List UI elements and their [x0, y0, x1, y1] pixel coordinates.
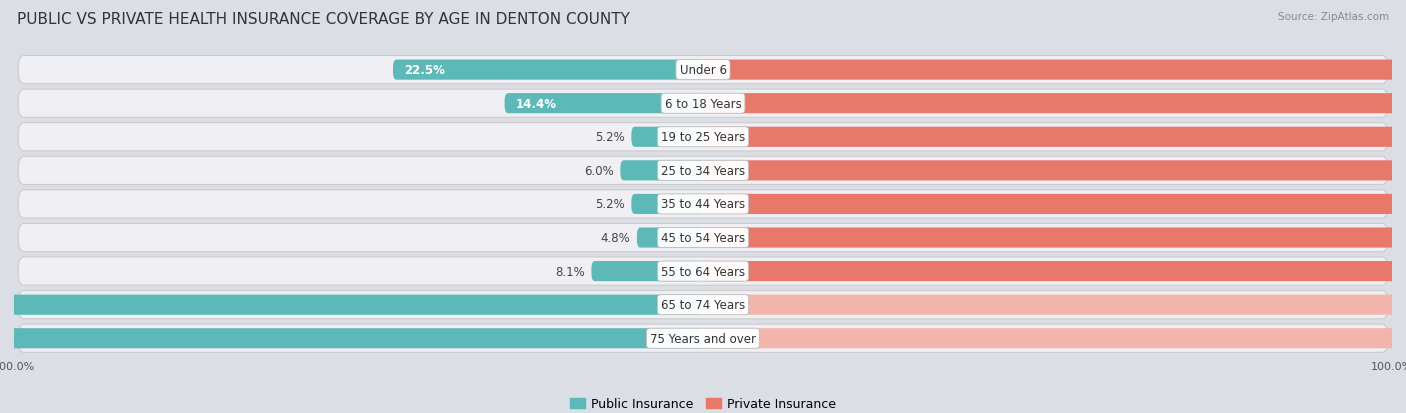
FancyBboxPatch shape [18, 56, 1388, 85]
FancyBboxPatch shape [505, 94, 703, 114]
FancyBboxPatch shape [631, 195, 703, 214]
Text: Under 6: Under 6 [679, 64, 727, 77]
FancyBboxPatch shape [592, 261, 703, 282]
FancyBboxPatch shape [703, 60, 1406, 81]
Text: 6.0%: 6.0% [583, 164, 613, 178]
FancyBboxPatch shape [0, 295, 703, 315]
FancyBboxPatch shape [620, 161, 703, 181]
Text: 35 to 44 Years: 35 to 44 Years [661, 198, 745, 211]
Text: 4.8%: 4.8% [600, 231, 630, 244]
FancyBboxPatch shape [18, 224, 1388, 252]
FancyBboxPatch shape [703, 127, 1406, 147]
FancyBboxPatch shape [703, 195, 1406, 214]
FancyBboxPatch shape [631, 127, 703, 147]
FancyBboxPatch shape [703, 228, 1406, 248]
Text: 8.1%: 8.1% [555, 265, 585, 278]
Text: 19 to 25 Years: 19 to 25 Years [661, 131, 745, 144]
Text: 22.5%: 22.5% [404, 64, 444, 77]
FancyBboxPatch shape [703, 161, 1406, 181]
Legend: Public Insurance, Private Insurance: Public Insurance, Private Insurance [565, 392, 841, 413]
FancyBboxPatch shape [0, 328, 703, 349]
FancyBboxPatch shape [18, 190, 1388, 218]
FancyBboxPatch shape [18, 257, 1388, 285]
Text: 14.4%: 14.4% [516, 97, 557, 110]
FancyBboxPatch shape [703, 94, 1406, 114]
FancyBboxPatch shape [18, 291, 1388, 319]
FancyBboxPatch shape [637, 228, 703, 248]
FancyBboxPatch shape [18, 157, 1388, 185]
Text: 25 to 34 Years: 25 to 34 Years [661, 164, 745, 178]
Text: PUBLIC VS PRIVATE HEALTH INSURANCE COVERAGE BY AGE IN DENTON COUNTY: PUBLIC VS PRIVATE HEALTH INSURANCE COVER… [17, 12, 630, 27]
FancyBboxPatch shape [703, 261, 1406, 282]
Text: 5.2%: 5.2% [595, 198, 624, 211]
FancyBboxPatch shape [18, 90, 1388, 118]
Text: 6 to 18 Years: 6 to 18 Years [665, 97, 741, 110]
FancyBboxPatch shape [18, 324, 1388, 353]
FancyBboxPatch shape [703, 328, 1406, 349]
Text: 5.2%: 5.2% [595, 131, 624, 144]
Text: 55 to 64 Years: 55 to 64 Years [661, 265, 745, 278]
Text: 75 Years and over: 75 Years and over [650, 332, 756, 345]
FancyBboxPatch shape [703, 295, 1406, 315]
FancyBboxPatch shape [394, 60, 703, 81]
Text: Source: ZipAtlas.com: Source: ZipAtlas.com [1278, 12, 1389, 22]
FancyBboxPatch shape [18, 123, 1388, 152]
Text: 45 to 54 Years: 45 to 54 Years [661, 231, 745, 244]
Text: 65 to 74 Years: 65 to 74 Years [661, 299, 745, 311]
